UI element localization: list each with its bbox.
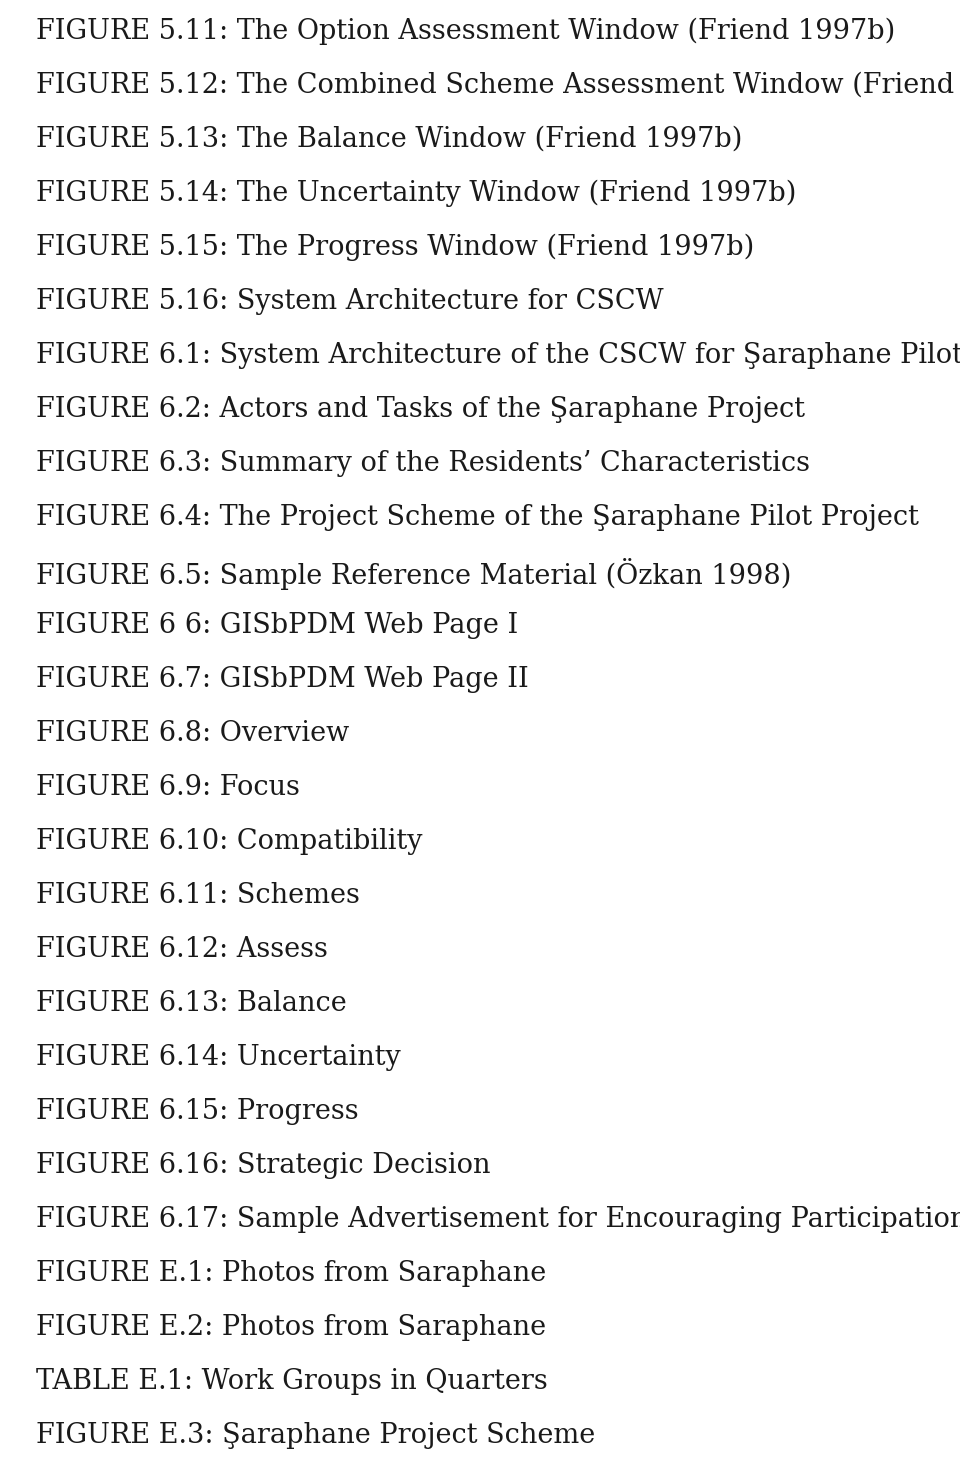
Text: FIGURE E.2: Photos from Saraphane: FIGURE E.2: Photos from Saraphane [36,1314,546,1340]
Text: FIGURE 6.2: Actors and Tasks of the Şaraphane Project: FIGURE 6.2: Actors and Tasks of the Şara… [36,396,805,423]
Text: FIGURE 6.14: Uncertainty: FIGURE 6.14: Uncertainty [36,1044,400,1072]
Text: FIGURE 5.13: The Balance Window (Friend 1997b): FIGURE 5.13: The Balance Window (Friend … [36,126,742,153]
Text: FIGURE 6.1: System Architecture of the CSCW for Şaraphane Pilot Project: FIGURE 6.1: System Architecture of the C… [36,342,960,368]
Text: FIGURE 6.8: Overview: FIGURE 6.8: Overview [36,719,349,747]
Text: FIGURE 5.15: The Progress Window (Friend 1997b): FIGURE 5.15: The Progress Window (Friend… [36,233,755,261]
Text: FIGURE 6.13: Balance: FIGURE 6.13: Balance [36,989,347,1017]
Text: FIGURE 6.15: Progress: FIGURE 6.15: Progress [36,1098,359,1124]
Text: FIGURE 6.12: Assess: FIGURE 6.12: Assess [36,937,328,963]
Text: FIGURE 6 6: GISbPDM Web Page I: FIGURE 6 6: GISbPDM Web Page I [36,612,518,639]
Text: TABLE E.1: Work Groups in Quarters: TABLE E.1: Work Groups in Quarters [36,1368,548,1395]
Text: FIGURE 5.14: The Uncertainty Window (Friend 1997b): FIGURE 5.14: The Uncertainty Window (Fri… [36,181,797,207]
Text: FIGURE 6.10: Compatibility: FIGURE 6.10: Compatibility [36,828,422,854]
Text: FIGURE 6.5: Sample Reference Material (Özkan 1998): FIGURE 6.5: Sample Reference Material (Ö… [36,558,791,590]
Text: FIGURE 6.17: Sample Advertisement for Encouraging Participation: FIGURE 6.17: Sample Advertisement for En… [36,1207,960,1233]
Text: FIGURE 5.16: System Architecture for CSCW: FIGURE 5.16: System Architecture for CSC… [36,288,663,316]
Text: FIGURE 5.11: The Option Assessment Window (Friend 1997b): FIGURE 5.11: The Option Assessment Windo… [36,18,896,46]
Text: FIGURE 6.16: Strategic Decision: FIGURE 6.16: Strategic Decision [36,1152,491,1179]
Text: FIGURE 6.4: The Project Scheme of the Şaraphane Pilot Project: FIGURE 6.4: The Project Scheme of the Şa… [36,504,919,531]
Text: FIGURE E.1: Photos from Saraphane: FIGURE E.1: Photos from Saraphane [36,1260,546,1287]
Text: FIGURE 6.11: Schemes: FIGURE 6.11: Schemes [36,882,360,909]
Text: FIGURE 6.9: Focus: FIGURE 6.9: Focus [36,774,300,802]
Text: FIGURE 6.3: Summary of the Residents’ Characteristics: FIGURE 6.3: Summary of the Residents’ Ch… [36,451,810,477]
Text: FIGURE 6.7: GISbPDM Web Page II: FIGURE 6.7: GISbPDM Web Page II [36,666,529,693]
Text: FIGURE E.3: Şaraphane Project Scheme: FIGURE E.3: Şaraphane Project Scheme [36,1422,595,1449]
Text: FIGURE 5.12: The Combined Scheme Assessment Window (Friend 1997b): FIGURE 5.12: The Combined Scheme Assessm… [36,72,960,98]
